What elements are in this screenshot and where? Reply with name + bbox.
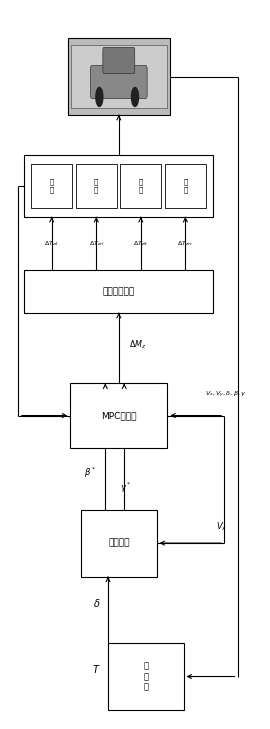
Bar — [68, 39, 170, 115]
Bar — [76, 163, 117, 208]
Bar — [165, 163, 206, 208]
Text: 驾
驶
员: 驾 驶 员 — [143, 662, 148, 691]
Text: $\Delta T_{zfl}$: $\Delta T_{zfl}$ — [44, 239, 59, 248]
Text: $\Delta T_{zrl}$: $\Delta T_{zrl}$ — [89, 239, 104, 248]
Circle shape — [131, 87, 139, 106]
Text: $T$: $T$ — [92, 663, 100, 675]
Text: 轮轴力矩分配: 轮轴力矩分配 — [103, 287, 135, 296]
Circle shape — [96, 87, 103, 106]
Text: $\Delta T_{zrr}$: $\Delta T_{zrr}$ — [177, 239, 194, 248]
Text: 电
机: 电 机 — [139, 179, 143, 193]
Text: MPC控制器: MPC控制器 — [101, 411, 137, 420]
Bar — [24, 270, 213, 313]
Text: 参考模型: 参考模型 — [108, 539, 130, 547]
Text: $V_x, V_y, \delta, \beta, \gamma$: $V_x, V_y, \delta, \beta, \gamma$ — [205, 390, 246, 400]
Text: $\delta$: $\delta$ — [93, 596, 101, 609]
Bar — [120, 163, 161, 208]
Bar — [31, 163, 72, 208]
Text: $\beta^*$: $\beta^*$ — [85, 466, 96, 480]
Text: $\gamma^*$: $\gamma^*$ — [120, 480, 131, 494]
Text: $\Delta M_z$: $\Delta M_z$ — [129, 338, 146, 351]
FancyBboxPatch shape — [103, 47, 135, 74]
Bar — [24, 155, 213, 217]
Bar — [70, 383, 167, 448]
Text: 电
机: 电 机 — [49, 179, 54, 193]
Text: 电
机: 电 机 — [183, 179, 188, 193]
Bar — [81, 510, 157, 577]
Bar — [108, 643, 184, 710]
Text: 电
机: 电 机 — [94, 179, 99, 193]
Text: $V_x$: $V_x$ — [216, 521, 227, 534]
FancyBboxPatch shape — [90, 66, 147, 98]
Text: $\Delta T_{zfr}$: $\Delta T_{zfr}$ — [133, 239, 149, 248]
Bar — [71, 45, 167, 108]
